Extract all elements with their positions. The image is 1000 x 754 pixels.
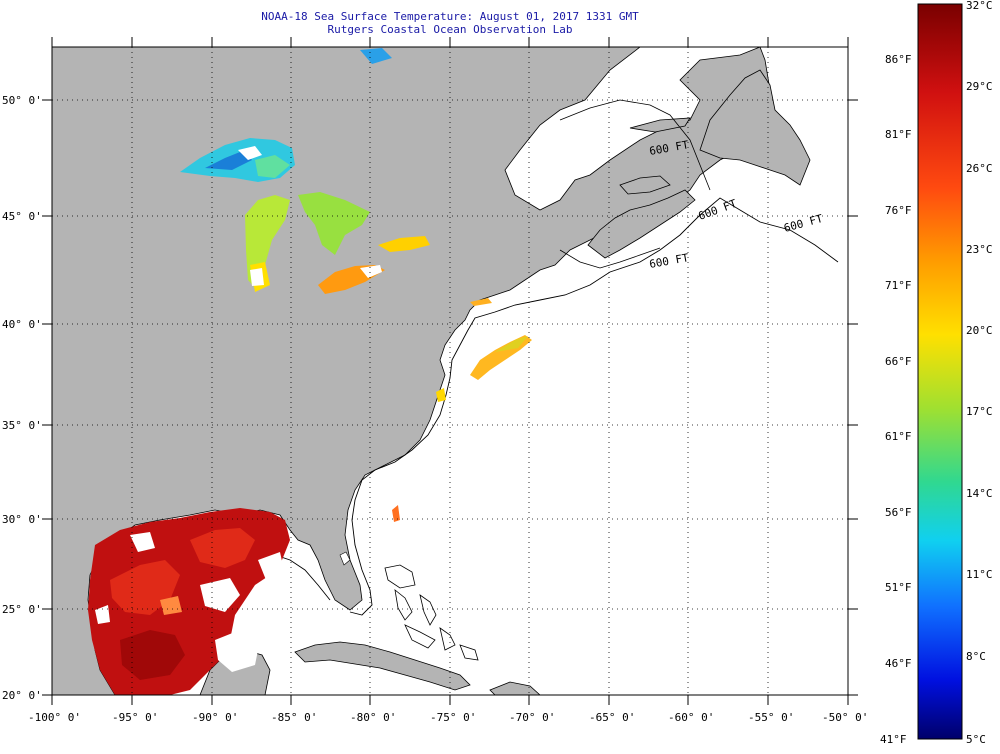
land-newfoundland — [699, 69, 811, 186]
fahrenheit-label: 41°F — [880, 733, 907, 746]
sst-hatteras — [436, 388, 446, 402]
land-nova-scotia — [587, 189, 696, 259]
colorbar-celsius-labels: 32°C 29°C 26°C 23°C 20°C 17°C 14°C 11°C … — [966, 0, 993, 746]
sst-bay-of-fundy — [360, 48, 392, 64]
shelf-contour — [349, 197, 839, 616]
celsius-label: 17°C — [966, 405, 993, 418]
map-subtitle: Rutgers Coastal Ocean Observation Lab — [327, 23, 573, 36]
grid-lines — [52, 47, 848, 695]
lon-label: -95° 0' — [112, 711, 158, 724]
colorbar-fahrenheit-labels: 86°F 81°F 76°F 71°F 66°F 61°F 56°F 51°F … — [880, 53, 912, 746]
sst-atlantic-streak — [392, 505, 400, 522]
fahrenheit-label: 86°F — [885, 53, 912, 66]
lon-label: -55° 0' — [748, 711, 794, 724]
lat-label: 45° 0' — [2, 210, 42, 223]
lon-label: -65° 0' — [589, 711, 635, 724]
fahrenheit-label: 46°F — [885, 657, 912, 670]
celsius-label: 8°C — [966, 650, 986, 663]
bahamas-outlines — [384, 564, 479, 661]
land-cuba — [294, 641, 471, 691]
lat-label: 50° 0' — [2, 94, 42, 107]
sst-nj — [470, 298, 492, 306]
lon-label: -50° 0' — [822, 711, 868, 724]
celsius-label: 14°C — [966, 487, 993, 500]
land-hispaniola — [489, 681, 541, 695]
lake-okeechobee — [339, 551, 351, 566]
celsius-label: 29°C — [966, 80, 993, 93]
celsius-label: 5°C — [966, 733, 986, 746]
lon-label: -100° 0' — [28, 711, 81, 724]
lon-label: -85° 0' — [271, 711, 317, 724]
latitude-labels: 20° 0' 25° 0' 30° 0' 35° 0' 40° 0' 45° 0… — [2, 94, 42, 702]
colorbar-gradient — [917, 3, 963, 740]
fahrenheit-label: 61°F — [885, 430, 912, 443]
gulf-st-lawrence-contour — [559, 99, 711, 191]
fahrenheit-label: 66°F — [885, 355, 912, 368]
lon-label: -80° 0' — [350, 711, 396, 724]
axis-ticks — [42, 37, 858, 705]
longitude-labels: -100° 0' -95° 0' -90° 0' -85° 0' -80° 0'… — [28, 711, 868, 724]
sst-gulf-of-mexico — [88, 508, 290, 695]
celsius-label: 20°C — [966, 324, 993, 337]
land-pei — [619, 175, 671, 195]
celsius-label: 11°C — [966, 568, 993, 581]
lon-label: -60° 0' — [668, 711, 714, 724]
fahrenheit-label: 71°F — [885, 279, 912, 292]
fahrenheit-label: 81°F — [885, 128, 912, 141]
celsius-label: 26°C — [966, 162, 993, 175]
fahrenheit-label: 56°F — [885, 506, 912, 519]
lat-label: 20° 0' — [2, 689, 42, 702]
lat-label: 40° 0' — [2, 318, 42, 331]
lon-label: -75° 0' — [430, 711, 476, 724]
colorbar: 32°C 29°C 26°C 23°C 20°C 17°C 14°C 11°C … — [880, 0, 993, 746]
sst-gulf-stream-inner — [495, 336, 528, 352]
lat-label: 35° 0' — [2, 419, 42, 432]
fahrenheit-label: 51°F — [885, 581, 912, 594]
celsius-label: 23°C — [966, 243, 993, 256]
lat-label: 25° 0' — [2, 603, 42, 616]
celsius-label: 32°C — [966, 0, 993, 12]
fahrenheit-label: 76°F — [885, 204, 912, 217]
map-title: NOAA-18 Sea Surface Temperature: August … — [261, 10, 639, 23]
map-area: 600 FT 600 FT 600 FT 600 FT — [52, 47, 848, 695]
sst-great-lakes — [180, 138, 430, 294]
gulf-of-maine-contour — [559, 247, 661, 269]
lat-label: 30° 0' — [2, 513, 42, 526]
lon-label: -70° 0' — [509, 711, 555, 724]
lon-label: -90° 0' — [192, 711, 238, 724]
